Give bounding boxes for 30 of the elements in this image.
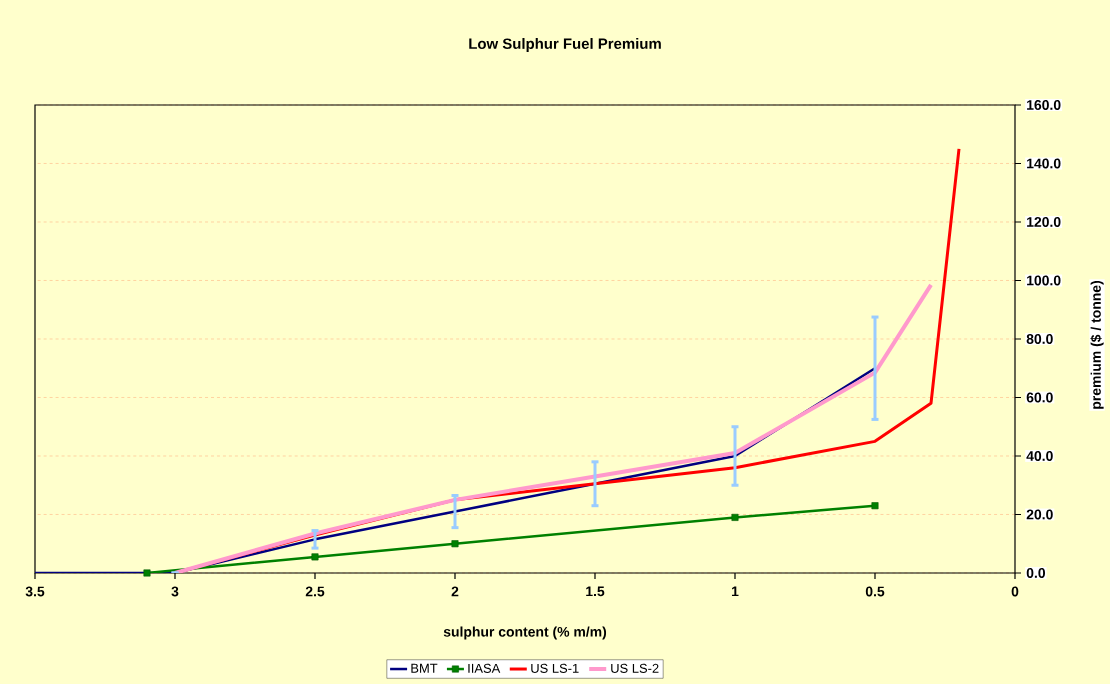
- y-axis-title: premium ($ / tonne): [1090, 280, 1104, 409]
- x-tick-label: 1.5: [586, 586, 605, 597]
- point: [311, 553, 319, 561]
- y-tick-label: 100.0: [1027, 275, 1061, 286]
- x-tick-label: 3.5: [25, 586, 45, 597]
- point: [731, 513, 739, 521]
- chart-title: Low Sulphur Fuel Premium: [469, 38, 661, 52]
- y-tick-label: 80.0: [1026, 334, 1053, 344]
- x-axis-title: sulphur content (% m/m): [443, 626, 607, 640]
- y-tick-label: 140.0: [1027, 158, 1061, 169]
- y-tick-label: 20.0: [1026, 509, 1053, 520]
- point: [871, 502, 879, 510]
- legend-label: US LS-1: [531, 663, 579, 673]
- line-series: [173, 282, 933, 573]
- x-tick-label: 1: [731, 586, 739, 597]
- y-tick-label: 40.0: [1026, 451, 1053, 461]
- x-tick-label: 2: [451, 586, 459, 597]
- point: [451, 540, 459, 548]
- x-tick-label: 0.5: [865, 586, 885, 597]
- y-tick-label: 120.0: [1027, 217, 1061, 227]
- y-tick-label: 160.0: [1027, 100, 1061, 110]
- legend-label: US LS-2: [611, 663, 659, 673]
- x-tick-label: 0: [1011, 586, 1019, 597]
- y-tick-label: 0.0: [1026, 568, 1046, 578]
- legend-label: IIASA: [468, 663, 501, 673]
- y-tick-label: 60.0: [1026, 392, 1053, 403]
- point: [143, 569, 151, 577]
- x-tick-label: 2.5: [305, 586, 325, 597]
- x-tick-label: 3: [171, 586, 179, 597]
- legend-label: BMT: [411, 663, 438, 673]
